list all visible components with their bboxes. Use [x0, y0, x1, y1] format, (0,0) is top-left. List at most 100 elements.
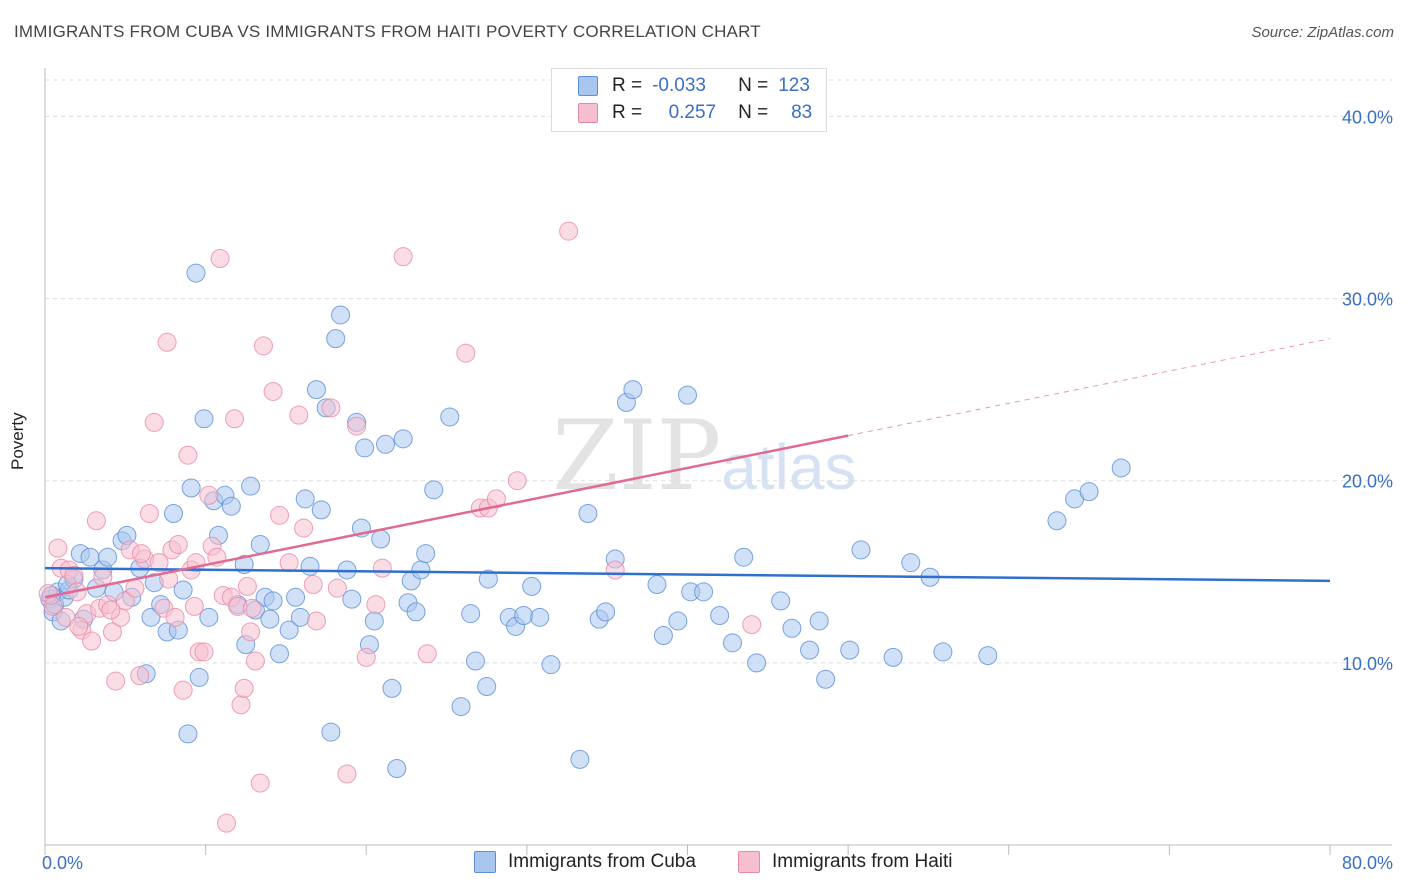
haiti-r-value: 0.257 — [668, 102, 717, 123]
cuba-point — [387, 759, 407, 778]
haiti-point — [225, 409, 245, 429]
cuba-point — [270, 644, 290, 664]
haiti-point — [149, 553, 169, 573]
haiti-r-label: R = — [612, 102, 643, 123]
cuba-point — [393, 429, 413, 449]
haiti-point — [742, 615, 762, 635]
cuba-point — [416, 544, 436, 564]
haiti-point — [102, 622, 122, 642]
cuba-point — [451, 697, 471, 717]
cuba-point — [678, 385, 697, 405]
cuba-point — [782, 618, 802, 638]
haiti-point — [237, 576, 257, 596]
cuba-r-value: -0.033 — [652, 75, 706, 96]
haiti-point — [125, 578, 145, 598]
haiti-point — [303, 575, 323, 595]
correlation-legend: R = -0.033 N = 123 R = 0.257 N = 83 — [551, 68, 827, 132]
cuba-point — [541, 655, 561, 675]
cuba-point — [221, 496, 241, 516]
haiti-point — [250, 773, 270, 793]
haiti-trend-extension — [848, 338, 1331, 437]
haiti-point — [56, 607, 76, 627]
cuba-point — [578, 504, 598, 523]
cuba-point — [98, 547, 118, 567]
haiti-point — [144, 412, 164, 432]
cuba-point — [883, 647, 903, 667]
haiti-point — [456, 343, 476, 363]
cuba-point — [1047, 511, 1067, 531]
cuba-point — [178, 724, 198, 744]
chart-title: IMMIGRANTS FROM CUBA VS IMMIGRANTS FROM … — [14, 22, 761, 41]
haiti-point — [253, 336, 273, 356]
haiti-point — [194, 642, 214, 662]
cuba-point — [840, 640, 860, 660]
cuba-point — [596, 602, 616, 622]
cuba-point — [250, 534, 270, 554]
cuba-point — [326, 329, 346, 349]
cuba-point — [260, 609, 280, 629]
cuba-point — [173, 580, 193, 600]
cuba-point — [355, 438, 375, 458]
cuba-point — [382, 678, 402, 698]
haiti-point — [217, 813, 237, 833]
haiti-point — [43, 596, 63, 616]
haiti-point — [48, 538, 68, 558]
cuba-point — [321, 722, 341, 742]
cuba-point — [478, 569, 498, 589]
cuba-point — [406, 602, 426, 622]
cuba-point — [342, 589, 362, 609]
cuba-point — [300, 556, 320, 576]
haiti-point — [417, 644, 437, 664]
haiti-point — [165, 607, 185, 627]
watermark-atlas: atlas — [721, 431, 857, 503]
cuba-point — [800, 640, 820, 660]
watermark: ZIPatlas — [552, 400, 856, 512]
cuba-point — [371, 529, 391, 549]
cuba-point — [570, 749, 590, 769]
haiti-point — [321, 398, 341, 418]
haiti-point — [327, 578, 347, 598]
haiti-point — [507, 471, 527, 491]
cuba-r-label: R = — [612, 75, 643, 96]
cuba-point — [530, 607, 550, 627]
cuba-point — [186, 263, 206, 283]
bottom-cuba-label: Immigrants from Cuba — [508, 851, 696, 872]
haiti-point — [115, 591, 135, 611]
cuba-point — [306, 380, 326, 400]
y-tick-label: 10.0% — [1342, 654, 1393, 674]
cuba-point — [465, 651, 485, 671]
cuba-point — [710, 606, 730, 625]
cuba-point — [331, 305, 351, 325]
haiti-point — [356, 647, 376, 667]
cuba-point — [141, 607, 161, 627]
cuba-trend-line — [44, 566, 1331, 583]
cuba-point — [722, 633, 742, 653]
haiti-point — [168, 534, 188, 554]
haiti-point — [157, 332, 177, 352]
cuba-point — [364, 611, 384, 631]
cuba-point — [189, 667, 209, 687]
cuba-point — [295, 489, 315, 509]
cuba-point — [376, 434, 396, 454]
haiti-point — [139, 504, 159, 523]
cuba-point — [461, 604, 481, 624]
cuba-n-label: N = — [738, 75, 769, 96]
legend-row-cuba: R = -0.033 N = 123 — [578, 73, 810, 99]
haiti-point — [234, 678, 254, 698]
haiti-point — [289, 405, 309, 425]
haiti-point — [372, 558, 392, 578]
cuba-point — [851, 540, 871, 560]
haiti-point — [270, 505, 290, 525]
cuba-point — [164, 504, 183, 523]
y-tick-label: 40.0% — [1342, 107, 1393, 127]
cuba-point — [623, 380, 643, 400]
cuba-point — [477, 677, 497, 697]
watermark-zip: ZIP — [552, 400, 722, 512]
bottom-haiti-swatch — [738, 851, 760, 873]
haiti-point — [69, 616, 89, 636]
haiti-point — [173, 680, 193, 700]
haiti-point — [106, 671, 126, 691]
cuba-point — [311, 500, 331, 520]
haiti-swatch — [578, 103, 598, 123]
haiti-point — [241, 622, 261, 642]
